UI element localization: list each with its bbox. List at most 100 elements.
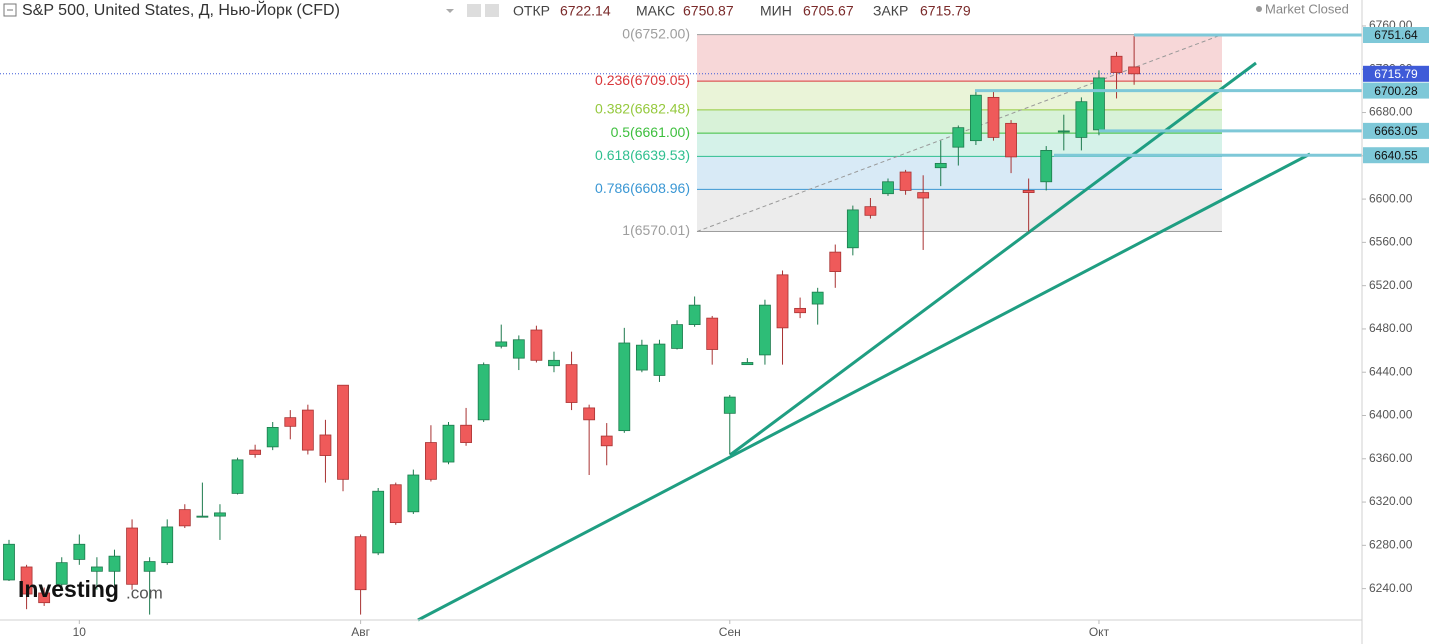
fib-zone: [697, 189, 1222, 232]
candle-body: [143, 561, 156, 572]
y-tick-label: 6320.00: [1369, 494, 1413, 508]
high-label: МАКС: [636, 3, 675, 19]
open-label: ОТКР: [513, 3, 550, 19]
candle-body: [108, 555, 121, 572]
y-tick-label: 6240.00: [1369, 581, 1413, 595]
candle-body: [741, 362, 754, 366]
close-label: ЗАКР: [873, 3, 908, 19]
last-price-label: 6715.79: [1374, 67, 1418, 81]
y-tick-label: 6360.00: [1369, 451, 1413, 465]
fib-zone: [697, 81, 1222, 110]
price-label: 6640.55: [1374, 148, 1418, 162]
y-tick-label: 6680.00: [1369, 105, 1413, 119]
candle-body: [178, 509, 191, 527]
candle-body: [829, 251, 842, 272]
candle-body: [126, 527, 138, 585]
candle-body: [882, 181, 894, 195]
candle-body: [55, 562, 68, 585]
candle-body: [530, 329, 543, 361]
low-value: 6705.67: [803, 3, 854, 19]
fib-level-label: 0.382(6682.48): [595, 101, 690, 117]
low-label: МИН: [760, 3, 792, 19]
y-tick-label: 6400.00: [1369, 408, 1413, 422]
candle-body: [425, 442, 437, 480]
candle-body: [319, 434, 332, 456]
collapse-icon[interactable]: [3, 3, 17, 17]
plot-area: 0(6752.00) 0.236(6709.05) 0.382(6682.48) 0.…: [0, 25, 1362, 622]
candle-body: [846, 209, 859, 249]
price-label: 6751.64: [1374, 28, 1418, 42]
candle-body: [3, 543, 15, 581]
fib-zone: [697, 109, 1222, 134]
candle-body: [442, 424, 455, 463]
close-value: 6715.79: [920, 3, 971, 19]
candle-body: [249, 449, 262, 455]
candle-body: [794, 307, 806, 314]
candle-body: [477, 364, 490, 421]
candle-body: [214, 512, 226, 517]
candle-body: [389, 484, 402, 524]
candle-body: [512, 339, 525, 359]
candle-body: [1075, 101, 1088, 138]
price-label-box: [1363, 27, 1429, 44]
y-tick-label: 6560.00: [1369, 235, 1413, 249]
candle-body: [864, 206, 877, 216]
status-dot: [1256, 6, 1262, 12]
candle-body: [1057, 130, 1070, 133]
candle-body: [565, 364, 578, 403]
price-label-box: [1363, 82, 1429, 99]
candle-body: [495, 341, 508, 347]
x-tick-label: Окт: [1089, 625, 1110, 639]
candle-body: [548, 359, 560, 367]
trend-line: [417, 152, 1311, 622]
high-value: 6750.87: [683, 3, 734, 19]
candle-body: [987, 96, 1000, 138]
price-label-box: [1363, 122, 1429, 139]
candle-body: [776, 274, 789, 329]
fib-level-label: 1(6570.01): [622, 222, 690, 238]
candle-body: [811, 291, 824, 305]
candle-body: [706, 317, 719, 350]
candle-body: [231, 459, 244, 494]
candle-body: [618, 342, 631, 432]
candle-body: [284, 417, 297, 427]
price-label-box: [1363, 147, 1429, 164]
x-tick-label: Сен: [719, 625, 741, 639]
candle-body: [301, 409, 314, 451]
x-tick-label: 10: [73, 625, 87, 639]
candle-body: [653, 343, 666, 376]
dropdown-arrow[interactable]: [446, 9, 454, 13]
candle-body: [20, 566, 33, 595]
candle-body: [1110, 55, 1123, 73]
candle-body: [970, 94, 982, 142]
price-label: 6663.05: [1374, 124, 1418, 138]
last-price-box: [1363, 65, 1429, 82]
candle-body: [161, 526, 174, 564]
fib-level-label: 0(6752.00): [622, 25, 690, 41]
market-status: Market Closed: [1265, 1, 1349, 16]
candle-body: [635, 344, 648, 371]
price-label: 6700.28: [1374, 84, 1418, 98]
candle-body: [899, 171, 912, 191]
candle-body: [196, 515, 209, 518]
candle-body: [723, 396, 736, 414]
settings-icon[interactable]: [467, 4, 481, 17]
candle-body: [1005, 122, 1017, 158]
candle-body: [372, 490, 385, 554]
candle-body: [600, 435, 613, 447]
candle-body: [91, 566, 103, 572]
instrument-title: S&P 500, United States, Д, Нью-Йорк (CFD…: [22, 0, 340, 19]
y-tick-label: 6520.00: [1369, 278, 1413, 292]
candle-body: [407, 474, 420, 513]
trend-line: [729, 61, 1257, 457]
y-tick-label: 6600.00: [1369, 191, 1413, 205]
hide-icon[interactable]: [485, 4, 499, 17]
candle-body: [671, 324, 683, 349]
watermark-suffix: .com: [126, 583, 163, 602]
y-tick-label: 6480.00: [1369, 321, 1413, 335]
candle-body: [38, 592, 51, 604]
candle-body: [952, 127, 965, 148]
candle-body: [917, 192, 930, 199]
candle-body: [1128, 66, 1141, 75]
